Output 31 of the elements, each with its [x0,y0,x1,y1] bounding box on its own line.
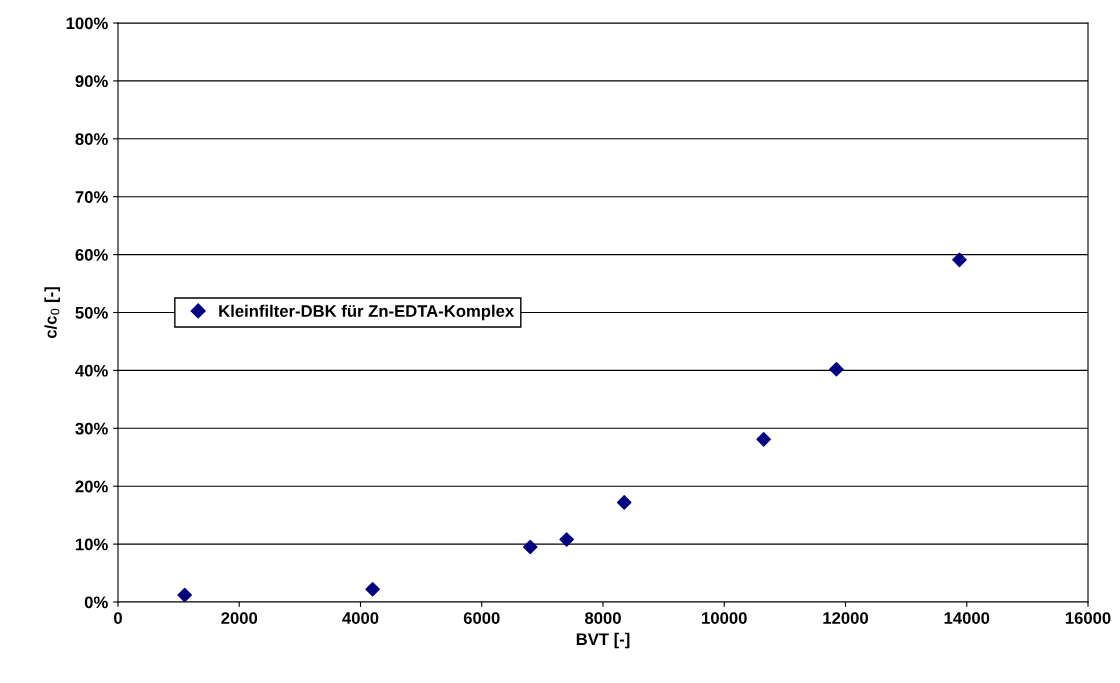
legend-label: Kleinfilter-DBK für Zn-EDTA-Komplex [219,304,515,321]
point [177,587,192,602]
y-axis-title: c/c$_{0}$ [-] [44,287,60,339]
x-tick-label: 14000 [944,612,990,624]
point [829,361,844,377]
y-tick-label: 20% [75,480,108,493]
y-tick-label: 80% [75,133,108,145]
point [756,432,771,447]
y-tick-label: 40% [75,364,108,377]
x-tick-label: 0 [114,612,122,624]
point [365,581,380,597]
y-tick-label: 60% [75,249,108,261]
y-tick-label: 70% [75,191,108,203]
x-tick-label: 6000 [463,612,500,624]
point [522,539,538,555]
point [952,252,967,268]
x-tick-label: 16000 [1065,612,1111,624]
x-tick-label: 2000 [221,612,258,624]
y-tick-label: 10% [75,538,108,551]
y-tick-label: 30% [75,422,108,435]
x-tick-label: 4000 [342,612,379,624]
point [616,495,632,510]
y-tick-label: 50% [75,306,108,319]
y-tick-label: 0% [84,596,108,609]
x-axis-title: BVT [-] [576,632,630,649]
x-tick-label: 10000 [702,612,747,624]
y-tick-label: 90% [75,75,108,88]
point [559,532,574,547]
y-tick-label: 100% [66,17,108,30]
x-tick-label: 8000 [584,612,621,624]
x-tick-label: 12000 [823,612,868,624]
